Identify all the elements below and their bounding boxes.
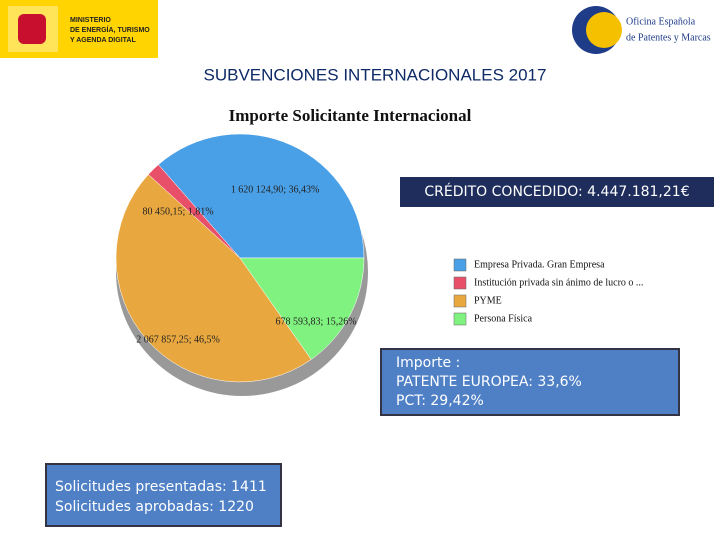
legend-label: Empresa Privada. Gran Empresa	[474, 259, 605, 270]
legend-label: PYME	[474, 295, 502, 306]
legend-label: Persona Física	[474, 313, 533, 324]
ministry-text: DE ENERGÍA, TURISMO	[70, 25, 150, 34]
slide-title: SUBVENCIONES INTERNACIONALES 2017	[204, 65, 547, 84]
importe-line: PCT: 29,42%	[396, 393, 484, 409]
credit-box: CRÉDITO CONCEDIDO: 4.447.181,21€	[400, 177, 714, 207]
requests-box: Solicitudes presentadas: 1411 Solicitude…	[45, 463, 282, 527]
office-text: de Patentes y Marcas	[626, 32, 711, 43]
importe-line: Importe :	[396, 355, 461, 371]
requests-line: Solicitudes presentadas: 1411	[55, 479, 267, 495]
pie-slice	[239, 257, 365, 360]
importe-box: Importe : PATENTE EUROPEA: 33,6% PCT: 29…	[380, 348, 680, 416]
legend-label: Institución privada sin ánimo de lucro o…	[474, 277, 643, 288]
pie-slice	[115, 174, 312, 383]
legend: Empresa Privada. Gran Empresa Institución…	[453, 258, 643, 326]
requests-line: Solicitudes aprobadas: 1220	[55, 499, 254, 515]
data-label: 1 620 124,90; 36,43%	[231, 184, 320, 195]
importe-line: PATENTE EUROPEA: 33,6%	[396, 374, 582, 390]
office-logo	[586, 12, 622, 48]
crest-shield	[18, 14, 46, 44]
ministry-text: MINISTERIO	[70, 17, 111, 24]
legend-swatch	[453, 258, 467, 272]
data-label: 678 593,83; 15,26%	[275, 316, 356, 327]
legend-swatch	[453, 294, 467, 308]
chart-title: Importe Solicitante Internacional	[229, 106, 472, 125]
pie-slice	[158, 133, 365, 259]
pie: 1 620 124,90; 36,43% 80 450,15; 1,81% 2 06…	[115, 133, 365, 383]
office-text: Oficina Española	[626, 16, 696, 27]
data-label: 2 067 857,25; 46,5%	[136, 334, 220, 345]
data-label: 80 450,15; 1,81%	[142, 206, 213, 217]
legend-swatch	[453, 276, 467, 290]
ministry-text: Y AGENDA DIGITAL	[70, 37, 136, 44]
legend-swatch	[453, 312, 467, 326]
